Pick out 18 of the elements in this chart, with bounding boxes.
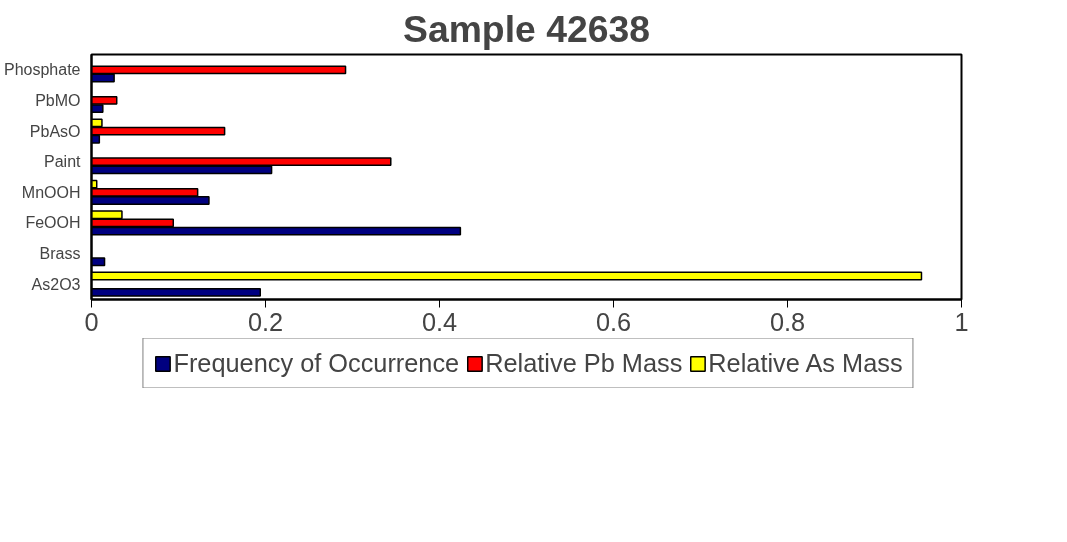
x-tick-label: 0 — [84, 307, 99, 336]
legend-label: Frequency of Occurrence — [173, 348, 460, 378]
y-tick-label: Phosphate — [3, 61, 81, 79]
y-tick-label: MnOOH — [21, 183, 81, 201]
x-tick-label: 0.4 — [421, 307, 458, 336]
chart-title: Sample 42638 — [403, 7, 650, 50]
y-tick-label: Brass — [39, 245, 81, 263]
legend-label: Relative As Mass — [708, 348, 903, 378]
x-tick-label: 0.6 — [595, 307, 632, 336]
x-tick-label: 1 — [954, 307, 969, 336]
y-tick-label: PbMO — [35, 91, 81, 109]
x-tick-label: 0.2 — [247, 307, 284, 336]
y-tick-label: FeOOH — [25, 214, 81, 232]
y-tick-label: Paint — [44, 153, 82, 171]
y-tick-label: PbAsO — [29, 122, 81, 140]
legend-label: Relative Pb Mass — [485, 348, 683, 378]
y-tick-label: As2O3 — [31, 275, 81, 293]
x-tick-label: 0.8 — [769, 307, 806, 336]
